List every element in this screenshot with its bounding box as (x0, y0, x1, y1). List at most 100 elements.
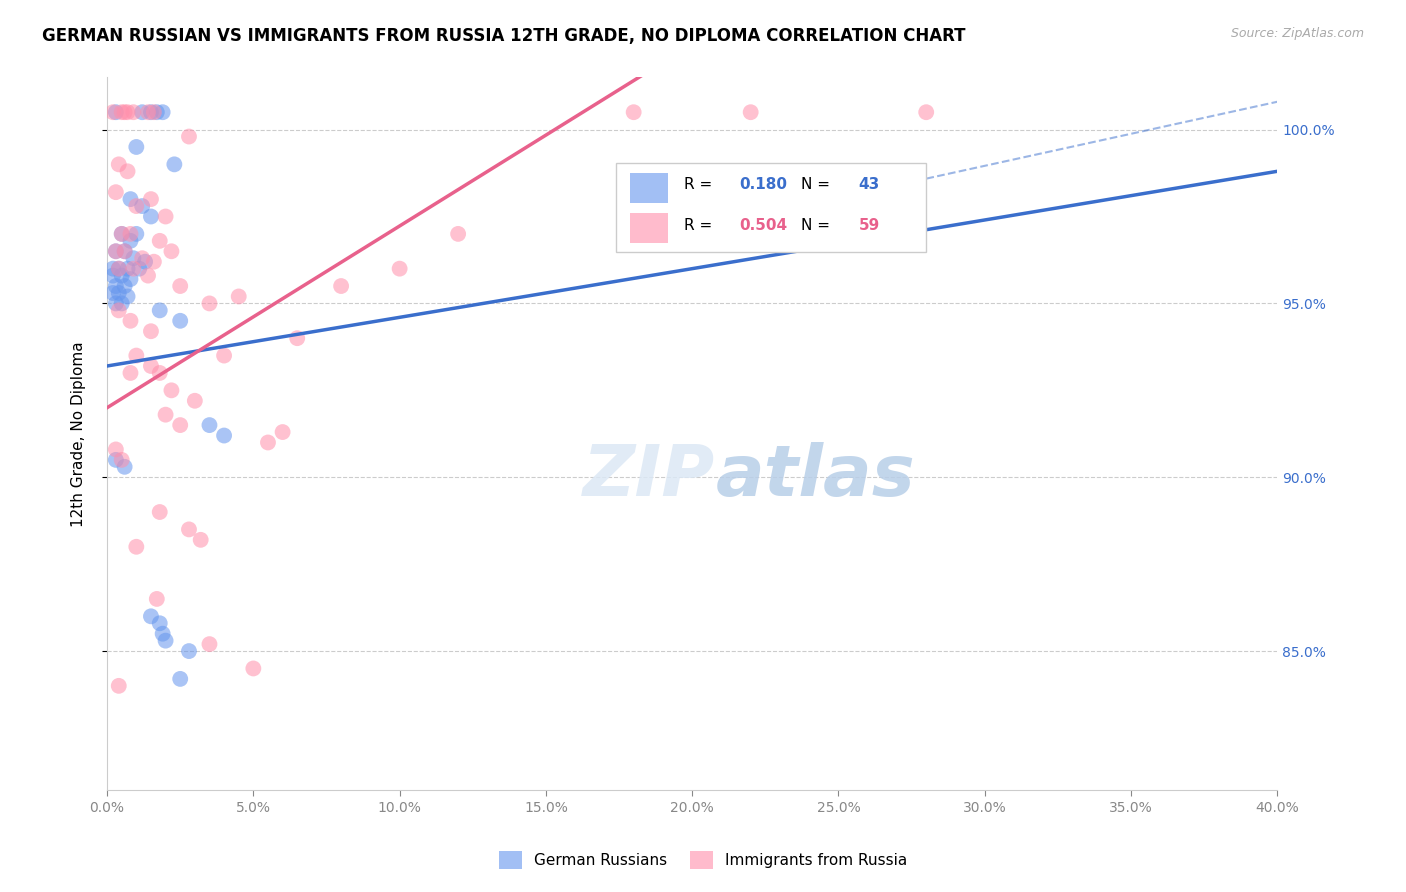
Point (104, 453, 127, 467)
Point (177, 522, 200, 536)
Point (120, 227, 142, 241)
Point (107, 285, 129, 300)
Point (125, 140, 148, 154)
Text: ZIP: ZIP (583, 442, 716, 511)
Point (114, 459, 136, 474)
Point (149, 234, 172, 248)
Point (114, 279, 136, 293)
Point (146, 591, 169, 606)
Point (101, 261, 124, 276)
Point (139, 105, 162, 120)
Text: N =: N = (801, 218, 835, 233)
Point (212, 349, 235, 363)
Point (111, 453, 134, 467)
Point (271, 425, 294, 439)
Text: 59: 59 (858, 218, 880, 233)
Point (198, 637, 221, 651)
Point (139, 609, 162, 624)
Point (117, 105, 139, 120)
Point (117, 289, 139, 303)
Text: 0.180: 0.180 (740, 177, 787, 192)
Text: Source: ZipAtlas.com: Source: ZipAtlas.com (1230, 27, 1364, 40)
Text: atlas: atlas (716, 442, 915, 511)
Point (131, 251, 153, 265)
Point (155, 210, 177, 224)
Point (169, 672, 191, 686)
Point (155, 633, 177, 648)
Point (257, 435, 280, 450)
Point (142, 254, 165, 268)
Point (740, 105, 762, 120)
Point (131, 105, 153, 120)
Point (149, 303, 172, 318)
Point (114, 244, 136, 259)
Point (160, 384, 183, 398)
Point (155, 408, 177, 422)
Point (915, 105, 938, 120)
Point (111, 227, 134, 241)
Point (120, 314, 142, 328)
Text: R =: R = (683, 218, 717, 233)
Point (120, 272, 142, 286)
Point (122, 251, 145, 265)
Point (212, 428, 235, 442)
Point (152, 105, 174, 120)
Point (122, 105, 145, 120)
Point (285, 331, 308, 345)
Point (111, 105, 134, 120)
Point (169, 314, 191, 328)
Point (623, 105, 645, 120)
Point (104, 244, 127, 259)
Point (142, 105, 165, 120)
Point (198, 296, 221, 310)
Point (104, 279, 127, 293)
Legend: German Russians, Immigrants from Russia: German Russians, Immigrants from Russia (492, 845, 914, 875)
Point (101, 285, 124, 300)
Text: 0.504: 0.504 (740, 218, 787, 233)
Point (149, 505, 172, 519)
Point (107, 261, 129, 276)
Point (149, 366, 172, 380)
Point (139, 210, 162, 224)
Bar (630, 213, 668, 244)
Point (107, 261, 129, 276)
Point (190, 533, 212, 547)
Point (104, 244, 127, 259)
Point (125, 199, 148, 213)
Point (146, 105, 169, 120)
Point (111, 296, 134, 310)
Point (114, 244, 136, 259)
Point (122, 261, 145, 276)
Point (107, 679, 129, 693)
Point (104, 442, 127, 457)
Point (177, 129, 200, 144)
Point (104, 185, 127, 199)
Point (128, 261, 150, 276)
Point (104, 105, 127, 120)
Point (160, 244, 183, 259)
Point (177, 644, 200, 658)
Point (107, 303, 129, 318)
Point (136, 268, 159, 283)
Point (125, 349, 148, 363)
Text: 43: 43 (858, 177, 880, 192)
Point (388, 261, 411, 276)
Point (228, 289, 250, 303)
Point (101, 105, 124, 120)
Point (447, 227, 470, 241)
Point (101, 268, 124, 283)
Point (111, 227, 134, 241)
Point (114, 105, 136, 120)
Point (120, 234, 142, 248)
Point (136, 105, 159, 120)
Point (111, 268, 134, 283)
Point (125, 540, 148, 554)
Text: R =: R = (683, 177, 717, 192)
Point (152, 626, 174, 640)
Point (125, 227, 148, 241)
Point (104, 296, 127, 310)
Point (169, 279, 191, 293)
Text: N =: N = (801, 177, 835, 192)
Y-axis label: 12th Grade, No Diploma: 12th Grade, No Diploma (72, 341, 86, 526)
Point (149, 616, 172, 631)
